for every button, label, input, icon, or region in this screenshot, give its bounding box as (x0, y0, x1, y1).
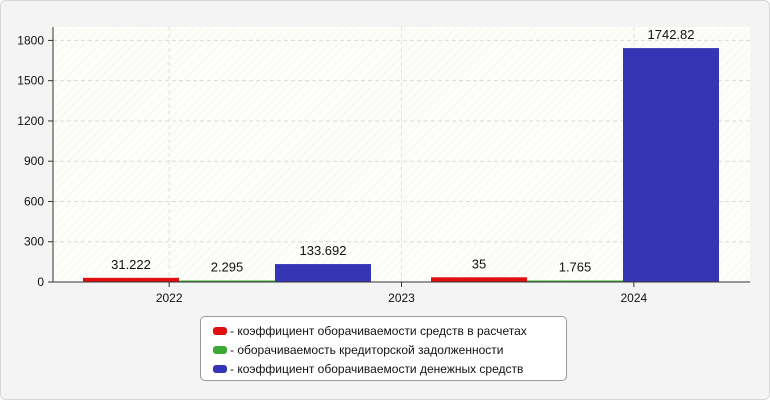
y-tick-label: 0 (37, 275, 44, 289)
legend-swatch (213, 326, 227, 335)
data-label: 1.765 (559, 260, 592, 275)
legend-item-payables-turnover: - оборачиваемость кредиторской задолженн… (213, 340, 566, 359)
data-label: 2.295 (211, 260, 244, 275)
legend-label: - оборачиваемость кредиторской задолженн… (230, 342, 504, 357)
y-tick-label: 600 (24, 194, 44, 208)
labels: 0 300 600 900 1200 1500 1800 2022 2023 2024 31.222… (17, 27, 694, 305)
bars (83, 48, 719, 282)
data-label: 31.222 (111, 257, 151, 272)
y-tick-label: 1500 (17, 74, 44, 88)
bar (527, 280, 623, 282)
legend-swatch (213, 364, 227, 373)
data-label: 35 (472, 256, 486, 271)
legend: - коэффициент оборачиваемости средств в … (200, 316, 567, 381)
y-tick-label: 900 (24, 154, 44, 168)
legend-item-receivables-turnover: - коэффициент оборачиваемости средств в … (213, 321, 566, 340)
y-tick-label: 1200 (17, 114, 44, 128)
axes (48, 27, 750, 287)
bar (623, 48, 719, 282)
x-tick-label: 2023 (388, 291, 415, 305)
x-tick-label: 2022 (156, 291, 183, 305)
bar (83, 277, 179, 282)
bar (275, 264, 371, 282)
bar (431, 277, 527, 282)
data-label: 133.692 (300, 243, 347, 258)
data-label: 1742.82 (648, 27, 695, 42)
y-tick-label: 300 (24, 235, 44, 249)
legend-item-cash-turnover: - коэффициент оборачиваемости денежных с… (213, 359, 566, 378)
x-tick-label: 2024 (620, 291, 647, 305)
legend-swatch (213, 345, 227, 354)
bar (179, 280, 275, 282)
legend-label: - коэффициент оборачиваемости денежных с… (230, 361, 524, 376)
legend-label: - коэффициент оборачиваемости средств в … (230, 323, 527, 338)
y-tick-label: 1800 (17, 33, 44, 47)
